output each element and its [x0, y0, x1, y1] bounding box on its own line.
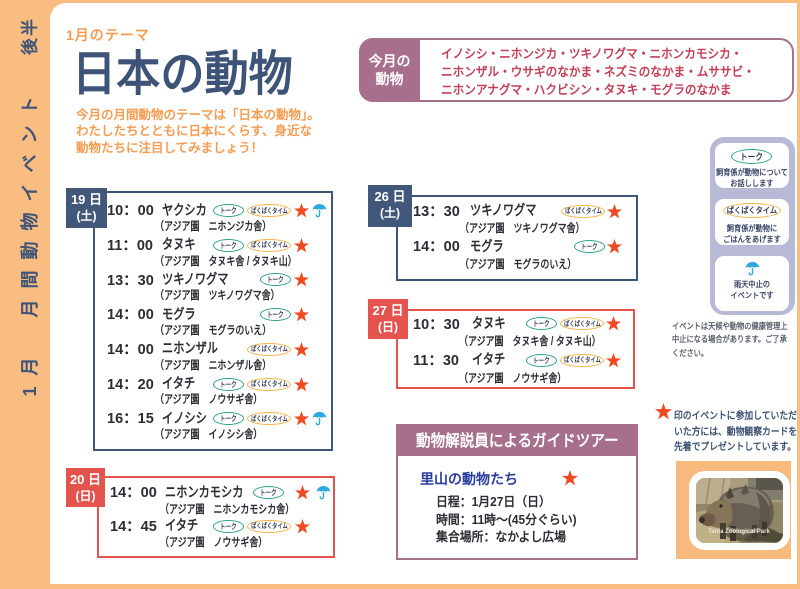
svg-text:Tama Zoological Park: Tama Zoological Park [708, 529, 770, 535]
